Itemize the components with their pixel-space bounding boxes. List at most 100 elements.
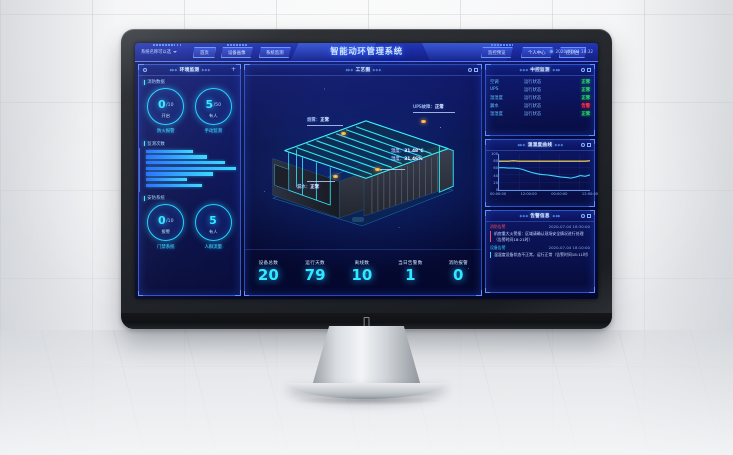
expand-icon[interactable] — [587, 214, 591, 218]
gauge-caption: 人群流量 — [204, 244, 223, 250]
gear-icon[interactable] — [580, 68, 585, 72]
gauge-denominator: /50 — [213, 103, 222, 108]
header-dots-left — [153, 44, 182, 46]
annotation-water-leak-label: 漏水： — [297, 185, 311, 190]
status-device-name: 温湿度 — [490, 112, 503, 118]
trend-chart-header: 温湿度曲线 — [486, 140, 594, 151]
gauge-value: 5 — [209, 214, 217, 228]
gauge-fire-alarm[interactable]: 0 /10 开启 防火报警 — [147, 88, 185, 134]
security-system-label: 安防系统 — [139, 192, 240, 202]
status-row[interactable]: 空调 运行状态 正常 — [490, 78, 590, 86]
gear-icon[interactable] — [467, 68, 472, 72]
annotation-water-leak-value: 正常 — [310, 185, 319, 190]
central-control-title: 中控监测 — [530, 68, 550, 73]
stat-value: 0 — [453, 266, 464, 285]
gauge-caption: 手动监测 — [204, 128, 223, 134]
container-3d-scene[interactable]: 烟雾：正常 UPS故障：正常 温度：31.48℃ — [245, 76, 481, 247]
expand-icon[interactable] — [587, 143, 591, 147]
center-column: 工艺图 — [244, 64, 482, 296]
nav-tab-system-monitor[interactable]: 系统监测 — [259, 47, 291, 58]
y-axis-tick: 80 — [493, 159, 498, 164]
status-badge: 正常 — [581, 112, 590, 118]
trend-chart[interactable]: 100 80 60 40 20 0 00:00:00 12:00:00 00:00:00 12:… — [486, 151, 598, 201]
nav-tab-home[interactable]: 首页 — [193, 47, 216, 58]
annotation-ups-value: 正常 — [434, 105, 444, 110]
status-badge: 正常 — [581, 95, 590, 101]
annotation-ups-label: UPS故障： — [413, 105, 435, 110]
alarm-item[interactable]: 设备告警 2020-07-04 18:10:00 温湿度设备状态不正常，运行正常（告… — [490, 245, 591, 258]
header-deco-left — [345, 68, 353, 72]
gauge-ring: 0 /10 报警 — [147, 204, 185, 242]
system-selector[interactable]: 系统名称可以选 — [141, 49, 178, 55]
hotspot-ups-icon[interactable] — [421, 120, 426, 123]
gauge-ring: 0 /10 开启 — [147, 88, 185, 125]
header-deco-right — [554, 143, 563, 147]
plus-icon[interactable]: + — [230, 66, 236, 73]
expand-icon[interactable] — [474, 68, 478, 72]
gauge-crowd-flow[interactable]: 5 有人 人群流量 — [194, 204, 232, 250]
monitor-count-label: 监测次数 — [139, 138, 240, 148]
alarm-item[interactable]: 消防告警 2020-07-04 18:30:00 机房重大火警报：区域请确认现场安全… — [490, 224, 590, 243]
status-state: 运行状态 — [524, 95, 542, 101]
process-diagram-header: 工艺图 — [245, 65, 481, 76]
stat-value: 20 — [257, 266, 279, 285]
annotation-water-leak: 漏水：正常 — [297, 184, 319, 190]
stat-value: 10 — [351, 266, 373, 285]
process-diagram-title: 工艺图 — [355, 68, 371, 73]
fire-data-label: 消防数据 — [139, 76, 240, 86]
status-badge: 告警 — [581, 104, 590, 110]
y-axis-tick: 20 — [493, 180, 498, 185]
stat-value: 79 — [304, 266, 326, 285]
gauge-ring: 5 有人 — [194, 204, 232, 242]
annotation-smoke: 烟雾：正常 — [307, 117, 329, 123]
status-row[interactable]: 温湿度 运行状态 正常 — [490, 110, 590, 118]
hotspot-temp-icon[interactable] — [375, 168, 380, 171]
status-badge: 正常 — [581, 87, 590, 93]
monitor: 系统名称可以选 首页 设备画像 系统监测 智能动环管理系统 监控预览 个人中 — [121, 29, 612, 329]
nav-tab-console-label: 控制台 — [566, 50, 580, 56]
bar-row — [146, 183, 236, 188]
status-row[interactable]: 温湿度 运行状态 正常 — [490, 94, 590, 102]
dashboard: 系统名称可以选 首页 设备画像 系统监测 智能动环管理系统 监控预览 个人中 — [135, 43, 598, 299]
screen: 系统名称可以选 首页 设备画像 系统监测 智能动环管理系统 监控预览 个人中 — [135, 43, 598, 299]
status-badge: 正常 — [581, 79, 590, 85]
status-row[interactable]: UPS 运行状态 正常 — [490, 86, 590, 94]
alarm-info-panel: 告警信息 消防告警 2020-07-04 18:30:00 机房重大火警报：区域请确… — [485, 210, 595, 293]
header-deco-left — [519, 68, 528, 72]
bar-row — [146, 155, 236, 159]
nav-tab-monitor-preview-label: 监控预览 — [488, 50, 506, 56]
system-selector-label: 系统名称可以选 — [141, 49, 172, 55]
stat-value: 1 — [405, 266, 416, 285]
annotation-smoke-value: 正常 — [320, 118, 329, 123]
hotspot-smoke-icon[interactable] — [341, 132, 346, 135]
header-dots-left2 — [227, 44, 247, 46]
gear-icon[interactable] — [580, 214, 585, 218]
expand-icon[interactable] — [587, 68, 591, 72]
gauge-access-control[interactable]: 0 /10 报警 门禁系统 — [147, 204, 185, 250]
gauge-sub-label: 报警 — [161, 229, 170, 235]
nav-tab-device-profile[interactable]: 设备画像 — [221, 47, 253, 58]
title-wing-left — [290, 43, 376, 62]
status-device-name: UPS — [490, 87, 499, 93]
environment-monitor-title: 环境监测 — [179, 68, 200, 73]
header-deco-right — [552, 68, 561, 72]
alarm-list[interactable]: 消防告警 2020-07-04 18:30:00 机房重大火警报：区域请确认现场安全… — [486, 222, 594, 263]
trend-chart-title: 温湿度曲线 — [527, 143, 553, 148]
trend-series-湿度 — [499, 168, 590, 178]
nav-tab-monitor-preview[interactable]: 监控预览 — [481, 47, 513, 58]
gear-icon[interactable] — [580, 143, 585, 147]
stat-label: 消防报警 — [448, 261, 469, 267]
apple-logo:  — [363, 316, 370, 327]
stat-running-days: 运行天数 79 — [305, 260, 326, 285]
refresh-icon[interactable] — [143, 68, 147, 72]
status-row[interactable]: 漏水 运行状态 告警 — [490, 102, 590, 110]
header-datetime-text: 2020/07/04 18:32 — [555, 49, 593, 54]
nav-tab-user-center[interactable]: 个人中心 — [521, 47, 553, 58]
header-deco-left — [517, 143, 526, 147]
annotation-temperature-value: 31.48℃ — [404, 149, 424, 154]
hotspot-water-leak-icon[interactable] — [333, 175, 338, 178]
gauge-manual-monitor[interactable]: 5 /50 有人 手动监测 — [194, 88, 232, 134]
annotation-smoke-label: 烟雾： — [307, 118, 321, 123]
annotation-temperature: 温度：31.48℃ — [391, 148, 423, 154]
y-axis-tick: 0 — [495, 188, 498, 192]
